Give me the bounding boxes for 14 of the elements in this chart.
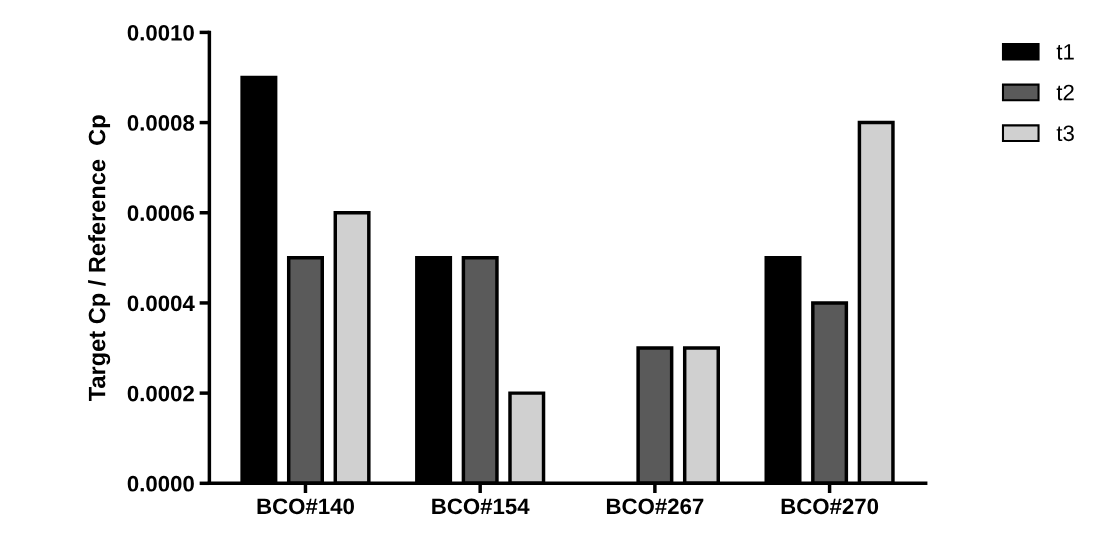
legend-label: t1 [1056, 44, 1074, 60]
x-tick-label: BCO#140 [257, 498, 354, 515]
legend-label: t2 [1056, 84, 1074, 101]
x-tick-label: BCO#267 [606, 498, 704, 515]
x-tick-label: BCO#154 [432, 498, 530, 515]
legend-label: t3 [1056, 125, 1074, 142]
y-tick-label: 0.0004 [127, 295, 195, 312]
y-tick-label: 0.0006 [127, 205, 194, 222]
y-tick-label: 0.0008 [127, 115, 195, 131]
x-tick-label: BCO#270 [781, 498, 879, 515]
y-axis-title: Target Cp / Reference Cp [88, 115, 111, 402]
y-tick-label: 0.0002 [127, 385, 194, 402]
y-tick-label: 0.0000 [127, 475, 194, 492]
y-tick-label: 0.0010 [127, 24, 194, 41]
